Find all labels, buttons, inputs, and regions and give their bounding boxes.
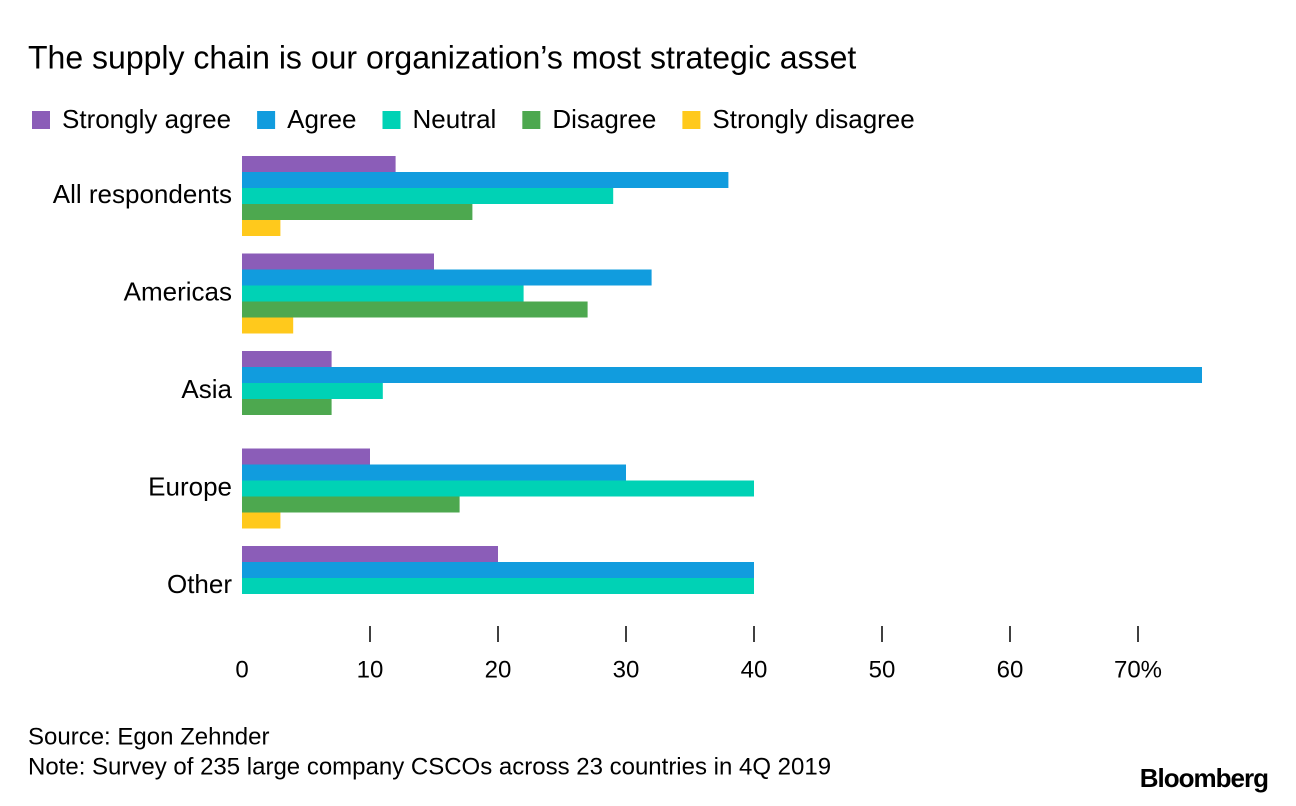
bar <box>242 546 498 562</box>
legend-swatch <box>382 111 401 129</box>
bar <box>242 399 332 415</box>
legend-swatch <box>522 111 541 129</box>
bar <box>242 188 614 204</box>
legend-label: Disagree <box>552 104 656 134</box>
x-tick-label: 70% <box>1114 656 1162 683</box>
y-tick-label: Europe <box>148 471 232 501</box>
bar <box>242 172 729 188</box>
legend-label: Strongly disagree <box>712 104 914 134</box>
bar <box>242 285 524 302</box>
bar <box>242 496 460 513</box>
bar <box>242 480 754 497</box>
bar <box>242 351 332 367</box>
x-tick-label: 0 <box>235 656 248 683</box>
bar <box>242 220 281 236</box>
legend-swatch <box>257 111 276 129</box>
legend-swatch <box>32 111 50 129</box>
legend-swatch <box>682 111 701 129</box>
bar <box>242 448 370 465</box>
bar <box>242 156 396 172</box>
bar <box>242 464 626 481</box>
bar <box>242 562 754 578</box>
bar <box>242 578 754 594</box>
x-tick-label: 20 <box>485 656 512 683</box>
bar <box>242 301 588 318</box>
bar <box>242 204 473 220</box>
legend-label: Agree <box>287 104 356 134</box>
y-tick-label: All respondents <box>53 179 232 209</box>
legend-label: Neutral <box>413 104 497 134</box>
y-tick-label: Asia <box>181 374 232 404</box>
x-tick-label: 50 <box>869 656 896 683</box>
logo: Bloomberg <box>1140 763 1268 793</box>
chart-title: The supply chain is our organization’s m… <box>28 39 856 75</box>
bar <box>242 317 294 334</box>
x-tick-label: 40 <box>741 656 768 683</box>
x-tick-label: 30 <box>613 656 640 683</box>
x-tick-label: 10 <box>357 656 384 683</box>
bar <box>242 269 652 286</box>
y-tick-label: Other <box>167 569 232 599</box>
note: Note: Survey of 235 large company CSCOs … <box>28 753 831 780</box>
source: Source: Egon Zehnder <box>28 723 270 750</box>
x-tick-label: 60 <box>997 656 1024 683</box>
legend-label: Strongly agree <box>62 104 231 134</box>
bar <box>242 383 383 399</box>
bar <box>242 253 434 270</box>
bar <box>242 512 281 529</box>
bar <box>242 367 1202 383</box>
y-tick-label: Americas <box>124 276 232 306</box>
